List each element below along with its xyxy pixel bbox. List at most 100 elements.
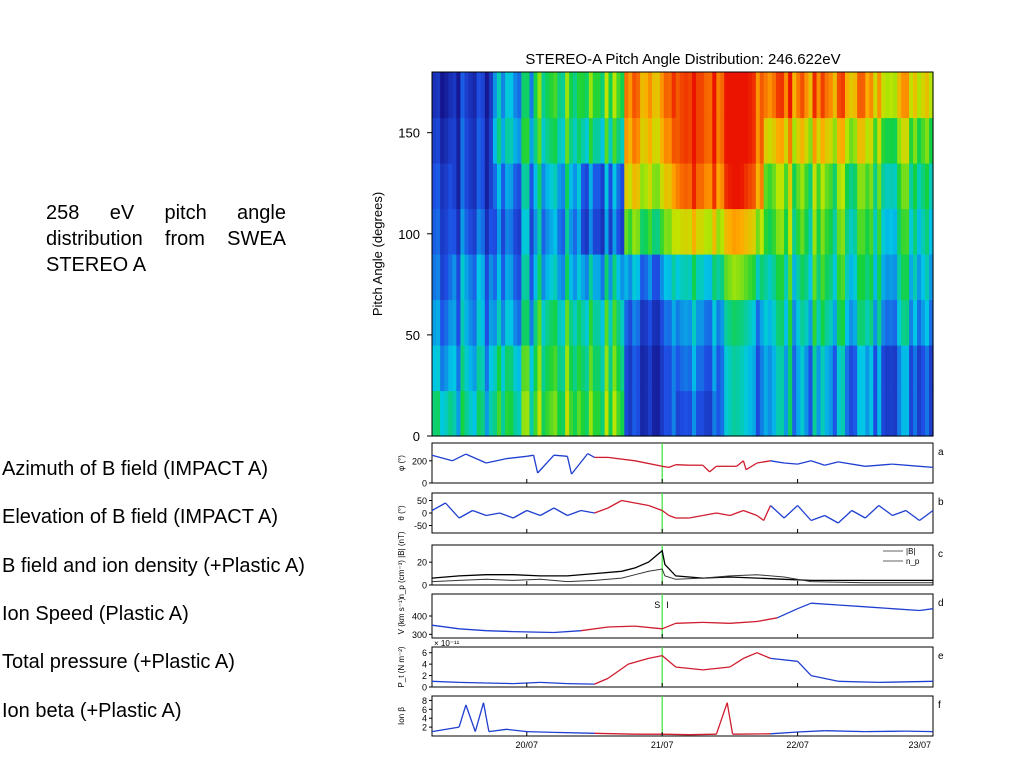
heatmap-cell xyxy=(624,390,629,437)
heatmap-cell xyxy=(604,254,610,301)
series-segment xyxy=(797,505,812,521)
heatmap-cell xyxy=(476,72,482,119)
heatmap-cell xyxy=(501,208,506,255)
heatmap-ylabel: Pitch Angle (degrees) xyxy=(370,192,385,316)
heatmap-cell xyxy=(857,345,862,392)
heatmap-cell xyxy=(800,117,805,164)
ytick-label: 6 xyxy=(422,705,427,715)
heatmap-cell xyxy=(452,345,457,392)
heatmap-cell xyxy=(788,163,793,210)
heatmap-cell xyxy=(881,163,886,210)
heatmap-cell xyxy=(525,163,531,210)
heatmap-cell xyxy=(840,117,846,164)
heatmap-cell xyxy=(779,390,785,437)
heatmap-cell xyxy=(569,345,574,392)
ytick-label: 0 xyxy=(422,509,427,519)
heatmap-cell xyxy=(744,345,749,392)
heatmap-cell xyxy=(881,345,886,392)
heatmap-cell xyxy=(561,208,566,255)
panel-ylabel: V (km s⁻¹) xyxy=(397,597,406,634)
heatmap-cell xyxy=(792,254,797,301)
heatmap-cell xyxy=(600,163,606,210)
heatmap-title: STEREO-A Pitch Angle Distribution: 246.6… xyxy=(525,51,840,68)
heatmap-cell xyxy=(779,208,785,255)
heatmap-cell xyxy=(533,345,539,392)
legend-label: |B| xyxy=(906,547,916,556)
heatmap-cell xyxy=(800,299,805,346)
heatmap-cell xyxy=(667,117,673,164)
heatmap-cell xyxy=(671,208,677,255)
heatmap-cell xyxy=(616,72,621,119)
heatmap-cell xyxy=(849,299,854,346)
heatmap-cell xyxy=(440,117,445,164)
series-segment xyxy=(539,507,555,517)
heatmap-cell xyxy=(824,345,830,392)
heatmap-cell xyxy=(679,345,685,392)
heatmap-cell xyxy=(476,163,482,210)
heatmap-cell xyxy=(553,254,558,301)
heatmap-cell xyxy=(573,117,578,164)
heatmap-cell xyxy=(796,390,801,437)
series-segment xyxy=(570,453,589,475)
heatmap-cell xyxy=(779,117,785,164)
series-segment xyxy=(797,602,812,610)
heatmap-cell xyxy=(456,345,462,392)
series-segment xyxy=(488,728,507,733)
heatmap-cell xyxy=(913,208,918,255)
heatmap-cell xyxy=(853,208,858,255)
heatmap-cell xyxy=(812,254,818,301)
heatmap-cell xyxy=(533,163,539,210)
heatmap-cell xyxy=(444,345,449,392)
heatmap-cell xyxy=(624,72,629,119)
heatmap-cell xyxy=(720,390,725,437)
heatmap-cell xyxy=(849,254,854,301)
heatmap-cell xyxy=(533,299,539,346)
heatmap-cell xyxy=(561,117,566,164)
heatmap-cell xyxy=(541,72,546,119)
heatmap-cell xyxy=(808,254,814,301)
heatmap-cell xyxy=(436,208,441,255)
heatmap-cell xyxy=(724,390,729,437)
heatmap-cell xyxy=(496,345,502,392)
ytick-label: 50 xyxy=(417,496,427,506)
heatmap-cell xyxy=(800,390,805,437)
panel-letter: c xyxy=(938,549,943,560)
heatmap-cell xyxy=(889,345,894,392)
heatmap-cell xyxy=(849,208,854,255)
series-segment xyxy=(540,681,568,685)
heatmap-cell xyxy=(541,254,546,301)
heatmap-cell xyxy=(917,117,922,164)
heatmap-cell xyxy=(584,254,590,301)
heatmap-cell xyxy=(557,117,562,164)
heatmap-cell xyxy=(683,345,689,392)
heatmap-cell xyxy=(592,72,598,119)
heatmap-cell xyxy=(580,163,586,210)
series-segment xyxy=(675,666,703,671)
heatmap-cell xyxy=(569,208,574,255)
heatmap-cell xyxy=(529,117,535,164)
heatmap-cell xyxy=(577,163,582,210)
heatmap-cell xyxy=(553,163,558,210)
heatmap-cell xyxy=(925,72,930,119)
series-segment xyxy=(919,465,934,469)
panel-e: 0 24 6 P_t (N m⁻²) e × 10⁻¹¹ xyxy=(397,639,944,693)
series-segment xyxy=(486,630,514,633)
series-segment xyxy=(628,657,649,665)
panel-annotation: I xyxy=(666,600,669,610)
heatmap-cell xyxy=(561,254,566,301)
heatmap-cell xyxy=(893,299,898,346)
heatmap-cell xyxy=(436,345,441,392)
series-segment xyxy=(797,660,812,677)
heatmap-cell xyxy=(788,117,793,164)
heatmap-cell xyxy=(763,390,769,437)
heatmap-cell xyxy=(541,117,546,164)
heatmap-cell xyxy=(675,117,681,164)
heatmap-cell xyxy=(712,345,717,392)
heatmap-cell xyxy=(691,208,697,255)
heatmap-cell xyxy=(533,390,539,437)
heatmap-cell xyxy=(844,345,850,392)
heatmap-cell xyxy=(565,299,570,346)
heatmap-cell xyxy=(921,117,926,164)
series-segment xyxy=(661,509,670,517)
heatmap-cell xyxy=(632,345,637,392)
